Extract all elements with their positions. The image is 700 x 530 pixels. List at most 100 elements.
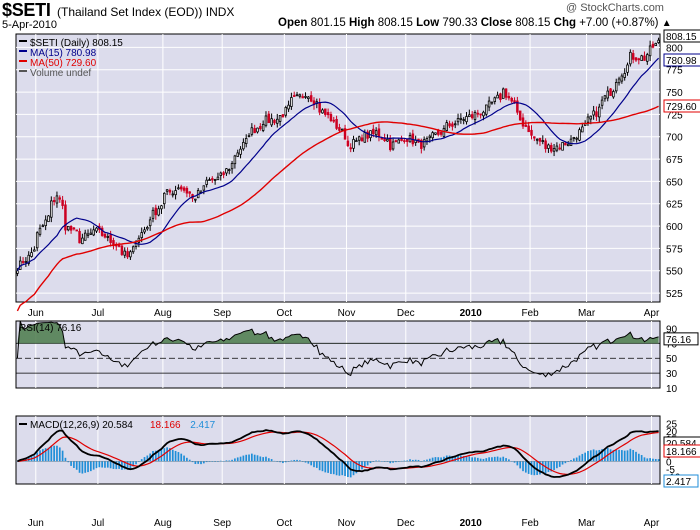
macd-histogram-bar [98,461,101,468]
macd-histogram-bar [558,461,561,467]
macd-histogram-bar [222,461,225,462]
candle-body [357,136,361,141]
macd-histogram-bar [584,452,586,462]
macd-histogram-bar [287,461,290,462]
macd-histogram-bar [443,456,445,462]
macd-badge-hist-box [663,474,699,488]
candle-body [307,96,310,100]
chart-date: 5-Apr-2010 [2,19,58,31]
candle-body [507,96,511,99]
macd-histogram-bar [536,461,538,475]
macd-histogram-bar [395,461,397,463]
macd-histogram-bar [180,453,183,462]
candle-body [50,200,53,218]
macd-histogram-bar [112,461,115,469]
candle-body [566,143,570,147]
candle-body [208,179,211,181]
candle-body [219,172,223,176]
candle-body [21,261,25,263]
price-legend-swatch-0 [19,40,27,42]
candle-body [612,91,615,98]
macd-histogram-bar [434,457,437,462]
macd-histogram-bar [279,461,281,463]
macd-histogram-bar [471,457,474,462]
candle-body [572,136,576,139]
ticker-name: (Thailand Set Index (EOD)) INDX [57,5,234,19]
macd-histogram-bar [635,451,637,462]
macd-histogram-bar [39,450,41,462]
candle-body [38,227,42,235]
candle-body [72,227,76,230]
macd-histogram-bar [324,461,327,473]
macd-histogram-bar [78,461,81,473]
candle-body [154,207,158,216]
macd-histogram-bar [335,461,338,476]
open-label: Open [278,17,308,29]
macd-xlabel-5: Nov [338,518,356,529]
macd-histogram-bar [310,461,313,466]
macd-histogram-bar [527,461,530,474]
macd-histogram-bar [358,461,361,471]
price-xlabel-5: Nov [338,308,356,319]
price-tick-600: 600 [666,222,683,233]
candle-body [131,246,135,253]
candle-body [75,229,78,232]
candle-body [648,45,652,57]
candle-body [213,179,217,181]
candle-body [67,225,70,231]
candle-body [335,119,338,129]
macd-histogram-bar [465,456,468,462]
candle-body [346,140,350,147]
candle-body [64,204,67,231]
macd-histogram-bar [169,448,171,462]
macd-histogram-bar [479,458,482,462]
candle-body [470,114,474,119]
macd-histogram-bar [146,455,149,462]
price-badge-ma50-text: 729.60 [666,102,697,113]
macd-histogram-bar [629,448,632,462]
candle-body [179,186,183,190]
candle-body [343,128,347,140]
candle-body [386,138,389,142]
macd-histogram-bar [363,461,366,467]
candle-body [151,209,155,219]
macd-histogram-bar [618,449,620,462]
candle-body [281,114,285,118]
macd-histogram-bar [219,460,222,462]
candle-body [575,137,578,140]
macd-histogram-bar [318,461,321,471]
macd-panel: -10-50510152025MACD(12,26,9) 20.58418.16… [15,415,700,488]
candle-body [623,73,626,78]
candle-body [168,189,172,193]
candle-body [617,78,621,84]
candle-body [120,245,124,255]
macd-xlabel-2: Aug [154,518,172,529]
macd-histogram-bar [197,461,200,464]
candle-body [620,75,624,82]
macd-legend-swatch [19,423,27,425]
macd-histogram-bar [519,461,522,469]
candle-body [578,129,581,141]
macd-histogram-bar [58,447,61,462]
candle-body [295,94,299,97]
brand-watermark[interactable]: @ StockCharts.com [566,2,664,14]
candle-body [324,108,327,115]
macd-histogram-bar [208,461,211,462]
candle-body [165,189,169,192]
macd-histogram-bar [632,450,635,462]
candle-body [538,137,542,142]
candle-body [482,111,485,117]
macd-histogram-bar [409,459,411,462]
macd-histogram-bar [231,459,233,462]
macd-histogram-bar [485,458,488,462]
candle-body [33,249,36,252]
macd-histogram-bar [609,449,612,462]
macd-histogram-bar [406,460,409,462]
rsi-plot-area [15,320,661,389]
macd-histogram-bar [643,457,646,462]
macd-histogram-bar [183,455,185,462]
macd-histogram-bar [205,461,208,463]
macd-histogram-bar [428,458,431,462]
candle-body [86,233,90,236]
macd-histogram-bar [138,461,140,462]
